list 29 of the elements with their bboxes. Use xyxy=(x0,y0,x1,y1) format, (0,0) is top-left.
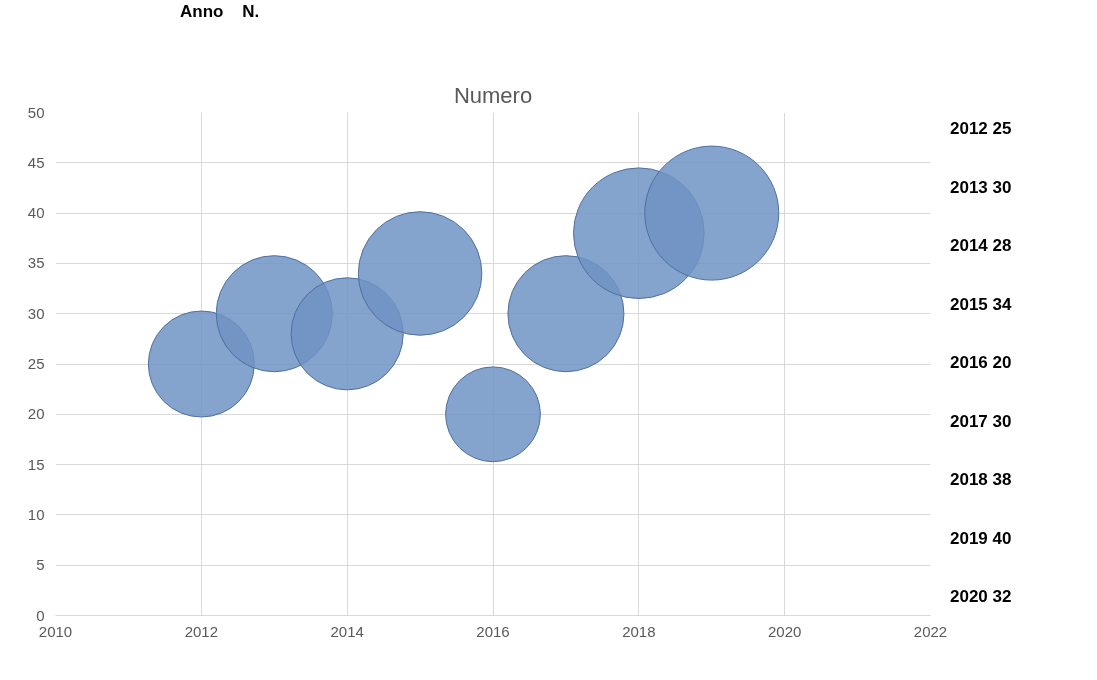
x-tick-label: 2012 xyxy=(184,622,219,640)
y-tick-label: 35 xyxy=(27,254,45,272)
text: 2012 25 xyxy=(950,118,1012,140)
y-tick-label: 15 xyxy=(27,455,45,473)
chart-title: Numero xyxy=(453,82,533,108)
text: 2018 38 xyxy=(950,469,1012,491)
y-tick-label: 45 xyxy=(27,153,45,171)
y-tick-label: 40 xyxy=(27,204,45,222)
y-tick-label: 10 xyxy=(27,505,45,523)
x-tick-label: 2010 xyxy=(38,622,73,640)
y-tick-label: 5 xyxy=(36,556,45,574)
text: Anno N. xyxy=(179,1,260,23)
y-tick-label: 50 xyxy=(27,103,45,121)
y-tick-label: 0 xyxy=(36,606,45,624)
text: 2017 30 xyxy=(950,410,1012,433)
x-tick-label: 2022 xyxy=(913,622,948,640)
x-tick-label: 2018 xyxy=(622,622,656,640)
text: 2013 30 xyxy=(950,176,1012,199)
text: 2016 20 xyxy=(950,352,1012,374)
text: 2014 28 xyxy=(950,235,1012,257)
text: 2020 32 xyxy=(950,586,1012,608)
text: 2019 40 xyxy=(950,527,1012,550)
y-tick-label: 20 xyxy=(27,405,45,423)
text: 2015 34 xyxy=(950,293,1012,316)
x-tick-label: 2016 xyxy=(476,622,510,640)
y-tick-label: 30 xyxy=(27,304,45,322)
x-tick-label: 2014 xyxy=(330,622,364,640)
x-tick-label: 2020 xyxy=(767,622,802,640)
y-tick-label: 25 xyxy=(27,355,45,372)
